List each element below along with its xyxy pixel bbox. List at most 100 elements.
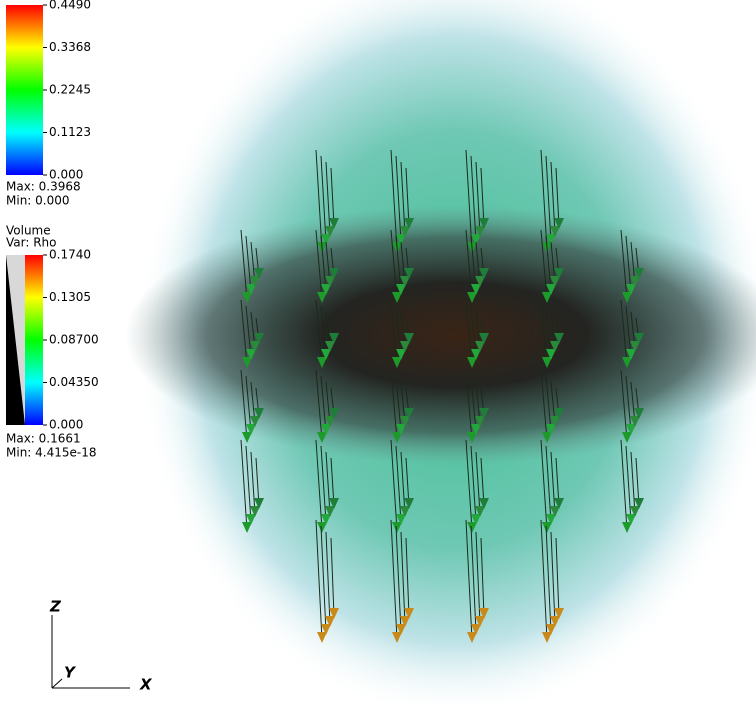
glyph-head — [479, 408, 489, 419]
glyph-head — [325, 226, 335, 237]
glyph-head — [546, 514, 556, 525]
glyph-shaft — [245, 375, 252, 433]
glyph-head — [246, 514, 256, 525]
glyph-shaft — [540, 519, 548, 641]
glyph-shaft — [465, 229, 473, 301]
glyph-head — [392, 292, 402, 303]
glyph-head — [396, 284, 406, 295]
glyph-shaft — [390, 299, 398, 366]
glyph-head — [630, 276, 640, 287]
glyph-shaft — [545, 375, 552, 433]
glyph-shaft — [245, 445, 252, 523]
glyph-head — [634, 498, 644, 509]
glyph-head — [325, 616, 335, 627]
glyph-shaft — [620, 299, 628, 366]
glyph-shaft — [475, 451, 481, 515]
glyph-head — [626, 514, 636, 525]
glyph-head — [554, 333, 564, 344]
glyph-head — [467, 522, 477, 533]
glyph-head — [542, 522, 552, 533]
glyph-head — [546, 234, 556, 245]
glyph-shaft — [475, 161, 481, 235]
glyph-head — [404, 333, 414, 344]
glyph-shaft — [395, 525, 402, 633]
glyph-shaft — [545, 235, 552, 293]
glyph-shaft — [315, 369, 323, 441]
glyph-head — [396, 624, 406, 635]
tick-label: 0.1123 — [49, 125, 91, 139]
colorbar — [6, 5, 43, 175]
glyph-head — [404, 498, 414, 509]
glyph-head — [329, 218, 339, 229]
legend-variable: Var: Rho — [6, 236, 57, 250]
glyph-head — [392, 522, 402, 533]
glyph-shaft — [330, 537, 335, 617]
glyph-shaft — [465, 369, 473, 441]
glyph-head — [475, 341, 485, 352]
glyph-shaft — [245, 305, 252, 358]
glyph-head — [242, 432, 252, 443]
glyph-shaft — [480, 167, 485, 227]
glyph-shaft — [470, 525, 477, 633]
glyph-shaft — [395, 305, 402, 358]
glyph-shaft — [320, 375, 327, 433]
glyph-shaft — [470, 375, 477, 433]
glyph-shaft — [620, 369, 628, 441]
glyph-head — [475, 616, 485, 627]
glyph-head — [329, 608, 339, 619]
glyph-shaft — [545, 525, 552, 633]
glyph-head — [479, 268, 489, 279]
glyph-head — [317, 632, 327, 643]
glyph-head — [396, 234, 406, 245]
tick-label: 0.08700 — [49, 333, 99, 347]
glyph-head — [325, 276, 335, 287]
glyph-head — [550, 416, 560, 427]
glyph-head — [479, 608, 489, 619]
glyph-head — [321, 284, 331, 295]
glyph-shaft — [395, 375, 402, 433]
volume-render — [125, 0, 756, 703]
glyph-head — [554, 408, 564, 419]
glyph-shaft — [540, 149, 548, 251]
glyph-head — [554, 498, 564, 509]
glyph-head — [550, 506, 560, 517]
glyph-head — [254, 333, 264, 344]
tick-label: 0.000 — [49, 168, 83, 182]
y-axis — [51, 678, 63, 689]
glyph-head — [550, 616, 560, 627]
glyph-shaft — [400, 451, 406, 515]
volume-core — [125, 205, 756, 465]
glyph-head — [325, 506, 335, 517]
glyph-shaft — [540, 439, 548, 531]
glyph-head — [242, 357, 252, 368]
glyph-shaft — [250, 451, 256, 515]
x-label: X — [139, 676, 153, 694]
glyph-head — [250, 416, 260, 427]
glyph-shaft — [625, 235, 632, 293]
glyph-head — [475, 416, 485, 427]
glyph-head — [467, 357, 477, 368]
z-label: Z — [49, 598, 62, 616]
glyph-head — [404, 268, 414, 279]
glyph-head — [542, 432, 552, 443]
glyph-head — [630, 341, 640, 352]
glyph-shaft — [550, 451, 556, 515]
glyph-shaft — [480, 537, 485, 617]
glyph-head — [254, 498, 264, 509]
glyph-head — [400, 226, 410, 237]
glyph-shaft — [555, 537, 560, 617]
glyph-shaft — [240, 299, 248, 366]
glyph-head — [250, 276, 260, 287]
glyph-head — [254, 408, 264, 419]
glyph-shaft — [470, 155, 477, 243]
glyph-head — [396, 349, 406, 360]
glyph-head — [542, 632, 552, 643]
glyph-head — [546, 349, 556, 360]
glyph-head — [542, 357, 552, 368]
glyph-head — [400, 276, 410, 287]
glyph-shaft — [240, 369, 248, 441]
glyph-shaft — [320, 155, 327, 243]
glyph-head — [400, 341, 410, 352]
glyph-head — [622, 292, 632, 303]
glyph-head — [392, 632, 402, 643]
